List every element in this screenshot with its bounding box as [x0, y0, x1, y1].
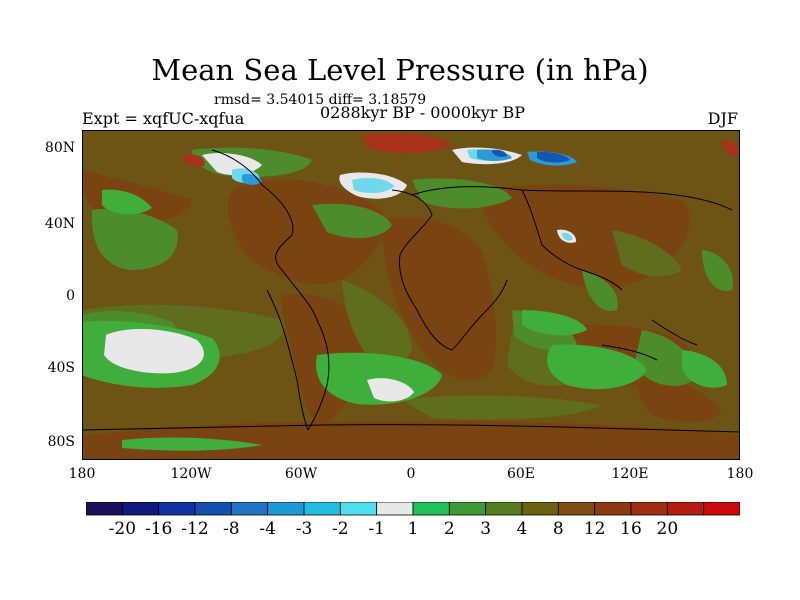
colorbar-label: -8 [223, 519, 240, 539]
colorbar-box [339, 502, 378, 516]
colorbar-box [485, 502, 523, 516]
colorbar-label: 3 [480, 519, 492, 539]
colorbar-label: -12 [181, 519, 209, 539]
experiment-label: Expt = xqfUC-xqfua [82, 109, 245, 128]
dark-blue-regions [492, 149, 570, 163]
figure-title: Mean Sea Level Pressure (in hPa) [151, 53, 649, 87]
lat-label-80s: 80S [47, 434, 75, 450]
period-label: 0288kyr BP - 0000kyr BP [320, 103, 525, 122]
colorbar-label: -4 [259, 519, 276, 539]
lon-label-120w: 120W [170, 466, 212, 482]
colorbar-label: -2 [332, 519, 349, 539]
lon-label-60e: 60E [506, 466, 536, 482]
colorbar-box [703, 502, 740, 516]
colorbar-label: 4 [516, 519, 528, 539]
colorbar-label: -3 [295, 519, 313, 539]
colorbar-label: 2 [443, 519, 455, 539]
colorbar-label: 1 [407, 519, 419, 539]
lon-label-0: 0 [406, 466, 416, 482]
colorbar-box [666, 502, 705, 516]
colorbar [86, 502, 740, 516]
stats-readout: rmsd= 3.54015 diff= 3.18579 [214, 92, 427, 108]
colorbar-box [557, 502, 596, 516]
lat-label-40n: 40N [44, 216, 75, 232]
colorbar-label: 12 [583, 519, 606, 539]
lat-label-40s: 40S [47, 360, 75, 376]
lon-label-180w: 180 [68, 466, 96, 482]
colorbar-label: 8 [552, 519, 564, 539]
colorbar-box [303, 502, 341, 516]
colorbar-box [86, 502, 123, 516]
colorbar-box [376, 502, 414, 516]
lat-label-0: 0 [66, 288, 75, 304]
colorbar-box [412, 502, 450, 516]
lat-label-80n: 80N [44, 140, 75, 156]
map-frame [82, 130, 740, 460]
coastlines [82, 149, 740, 433]
lon-label-60w: 60W [284, 466, 318, 482]
pressure-map [82, 130, 740, 460]
season-label: DJF [707, 109, 738, 128]
colorbar-box [121, 502, 160, 516]
colorbar-box [521, 502, 559, 516]
lon-label-180e: 180 [726, 466, 754, 482]
colorbar-label: -1 [368, 519, 385, 539]
colorbar-box [448, 502, 487, 516]
colorbar-label: -20 [108, 519, 137, 539]
colorbar-box [230, 502, 269, 516]
colorbar-box [158, 502, 196, 516]
colorbar-box [630, 502, 668, 516]
colorbar-label: -16 [144, 519, 173, 539]
colorbar-label: 16 [620, 519, 642, 539]
colorbar-label: 20 [656, 519, 679, 539]
red-regions [182, 133, 740, 167]
colorbar-box [594, 502, 632, 516]
colorbar-box [267, 502, 305, 516]
colorbar-box [194, 502, 232, 516]
lon-label-120e: 120E [611, 466, 649, 482]
